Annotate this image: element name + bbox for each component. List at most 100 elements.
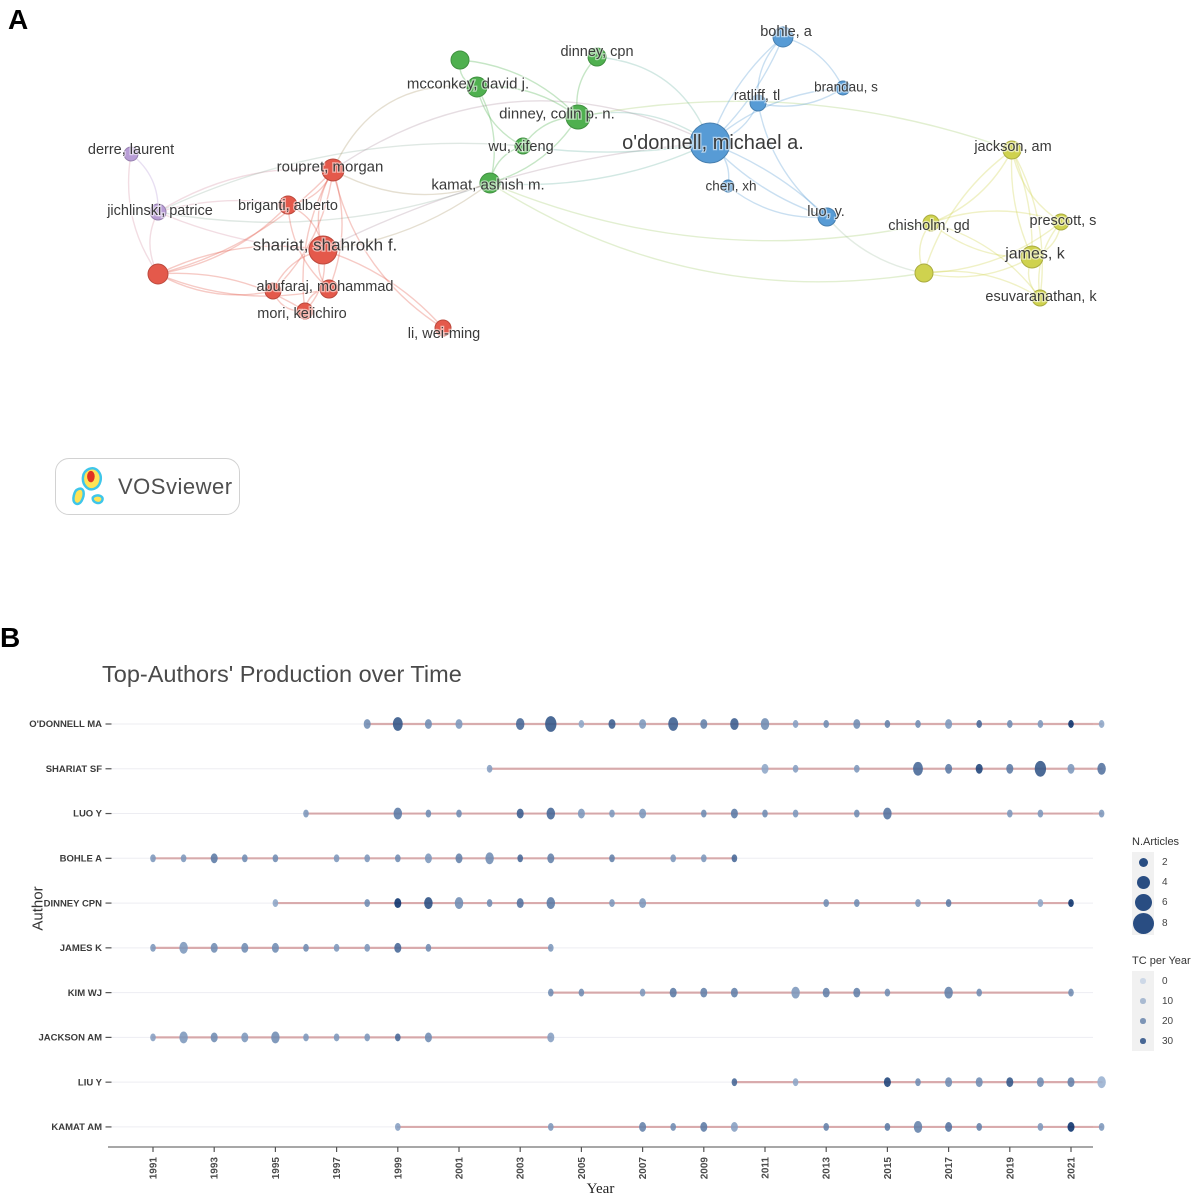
article-dot <box>486 899 493 908</box>
article-dot <box>823 1122 830 1131</box>
author-node <box>835 80 851 96</box>
article-dot <box>425 943 432 952</box>
article-dot <box>1037 899 1044 908</box>
x-tick-label: 1995 <box>271 1157 282 1180</box>
author-node-label: roupret, morgan <box>277 159 384 176</box>
legend-dot <box>1134 893 1152 911</box>
article-dot <box>547 1032 555 1043</box>
network-edge <box>157 199 289 213</box>
legend-dot-label: 10 <box>1162 995 1174 1007</box>
article-dot <box>241 854 248 863</box>
article-dot <box>883 1077 891 1088</box>
article-dot <box>210 1032 218 1043</box>
legend-dot-label: 4 <box>1162 876 1168 888</box>
legend-item: 2 <box>1132 852 1201 872</box>
network-edge <box>302 169 334 312</box>
author-node-label: wu, xifeng <box>487 139 553 155</box>
article-dot <box>915 1078 921 1087</box>
article-dot <box>1068 899 1074 908</box>
article-dot <box>1034 760 1047 777</box>
article-dot <box>393 807 403 820</box>
article-dot <box>150 1033 156 1042</box>
author-node <box>278 195 298 215</box>
article-dot <box>700 987 708 998</box>
article-dot <box>455 853 463 864</box>
article-dot <box>424 719 432 729</box>
article-dot <box>1006 1077 1014 1088</box>
legend-dot-label: 8 <box>1162 918 1168 929</box>
legend-dot <box>1140 1038 1146 1044</box>
article-dot <box>150 943 156 952</box>
author-node <box>264 282 282 300</box>
x-tick-label: 2013 <box>822 1157 833 1180</box>
article-dot <box>639 988 646 997</box>
network-edge <box>476 86 495 184</box>
article-dot <box>792 1078 799 1087</box>
author-node-label: bohle, a <box>760 24 813 40</box>
legend-item: 10 <box>1132 991 1201 1011</box>
article-dot <box>272 899 279 908</box>
article-dot <box>792 809 799 818</box>
article-dot <box>1067 1122 1075 1132</box>
article-dot <box>241 1032 249 1043</box>
article-dot <box>945 1122 953 1132</box>
article-dot <box>545 716 557 732</box>
article-dot <box>179 1031 188 1044</box>
x-tick-label: 2021 <box>1067 1157 1078 1180</box>
article-dot <box>1067 1077 1075 1088</box>
article-dot <box>1068 720 1074 728</box>
article-dot <box>884 988 891 997</box>
network-nodes <box>123 26 1070 337</box>
article-dot <box>546 807 556 820</box>
article-dot <box>271 942 279 953</box>
author-node-label: mcconkey, david j. <box>407 76 529 93</box>
article-dot <box>394 854 401 863</box>
legend-dot <box>1140 978 1146 984</box>
coauthorship-network: derre, laurent jichlinski, patrice roupret… <box>87 23 1099 344</box>
network-edge <box>1010 149 1033 258</box>
network-edge <box>596 56 711 144</box>
x-tick-label: 2001 <box>455 1157 466 1180</box>
author-node <box>689 122 731 164</box>
network-edge <box>757 87 844 107</box>
author-node-label: dinney, cpn <box>560 44 633 60</box>
author-node <box>466 76 488 98</box>
legend-dot <box>1140 1018 1146 1024</box>
author-node <box>1052 213 1070 231</box>
x-tick-label: 2009 <box>699 1157 710 1180</box>
author-node <box>1002 140 1022 160</box>
article-dot <box>853 987 861 998</box>
article-dot <box>394 942 402 953</box>
vosviewer-heatmap-icon <box>72 466 104 505</box>
network-edge <box>489 182 925 283</box>
article-dot <box>578 720 585 728</box>
article-dot <box>1068 988 1074 997</box>
article-dot <box>944 986 953 999</box>
article-dot <box>515 718 525 730</box>
article-dot <box>303 1033 309 1042</box>
legend-dot <box>1138 857 1148 867</box>
author-axis-label: BOHLE A <box>60 854 103 865</box>
article-dot <box>179 941 188 954</box>
author-node-label: mori, keiichiro <box>257 306 346 322</box>
trend-lines <box>151 722 1103 1129</box>
network-edge <box>923 221 1062 274</box>
article-dot <box>853 809 860 818</box>
article-dot <box>945 899 952 908</box>
article-dot <box>609 854 615 863</box>
author-node-label: luo, y. <box>807 204 845 220</box>
article-dot <box>303 809 309 818</box>
x-tick-label: 1991 <box>149 1157 160 1180</box>
author-node-label: o'donnell, michael a. <box>622 132 804 154</box>
author-node-label: jichlinski, patrice <box>106 203 213 219</box>
author-node <box>772 26 794 48</box>
x-tick-label: 2015 <box>883 1157 894 1180</box>
author-node <box>149 203 167 221</box>
network-edge <box>489 142 711 186</box>
article-dot <box>1037 1122 1044 1131</box>
author-node <box>479 172 501 194</box>
author-node <box>147 263 169 285</box>
network-edge <box>322 182 491 251</box>
network-edge <box>930 222 1041 299</box>
author-axis-label: JAMES K <box>60 943 102 954</box>
